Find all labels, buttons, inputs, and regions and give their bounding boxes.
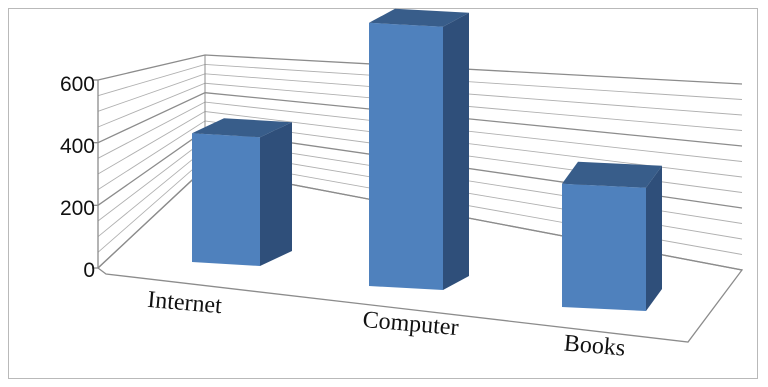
y-tick-label: 600 xyxy=(60,73,95,96)
y-tick-label: 0 xyxy=(83,259,95,282)
bars-layer xyxy=(192,8,662,311)
bar-side-face xyxy=(646,165,662,311)
y-axis-ticks: 0 200 400 600 xyxy=(60,73,95,282)
bar-side-face xyxy=(443,12,469,291)
bar-top-face xyxy=(192,118,292,138)
bar-top-face xyxy=(562,161,662,188)
x-axis-labels: Internet Computer Books xyxy=(146,287,626,362)
bar-side-face xyxy=(260,122,292,266)
floor-layer xyxy=(96,167,744,343)
bar-top-face xyxy=(369,8,469,27)
bar-front-face xyxy=(192,133,260,266)
x-category-label: Books xyxy=(563,330,626,361)
bar-front-face xyxy=(562,183,646,311)
bar-front-face xyxy=(369,22,443,291)
bar-internet xyxy=(192,118,292,266)
chart-floor xyxy=(96,167,744,343)
y-tick-label: 200 xyxy=(60,197,95,220)
y-tick-label: 400 xyxy=(60,135,95,158)
bar-computer xyxy=(369,8,469,291)
x-category-label: Internet xyxy=(146,287,223,319)
bar-books xyxy=(562,161,662,311)
x-category-label: Computer xyxy=(362,307,460,341)
